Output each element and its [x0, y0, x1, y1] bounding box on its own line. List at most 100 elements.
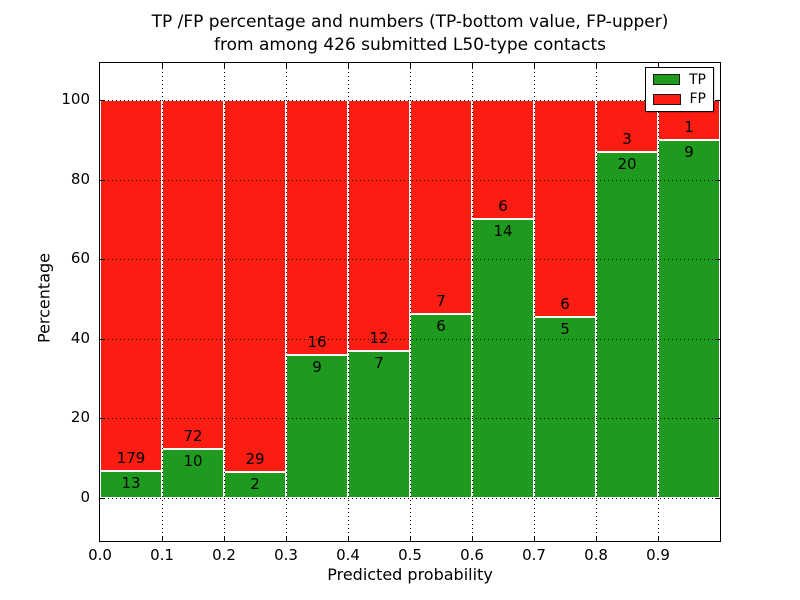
fp-count-label: 12 — [369, 329, 389, 348]
legend-item-fp: FP — [646, 92, 713, 106]
y-tick-right — [715, 338, 720, 340]
y-tick-left — [100, 498, 105, 499]
x-tick-bottom — [534, 536, 535, 541]
tp-bar-segment — [162, 449, 224, 498]
y-gridline — [100, 418, 720, 420]
x-tick-label: 0.8 — [584, 546, 608, 564]
tp-bar-segment — [658, 139, 720, 498]
x-axis-label: Predicted probability — [327, 565, 493, 584]
x-tick-top — [162, 63, 163, 68]
legend: TP FP — [645, 67, 714, 112]
y-tick-left — [100, 100, 105, 101]
tp-count-label: 20 — [617, 154, 637, 173]
fp-count-label: 7 — [436, 292, 446, 311]
x-tick-top — [534, 63, 535, 68]
x-tick-bottom — [162, 536, 163, 541]
y-tick-left — [100, 338, 105, 340]
tp-count-label: 2 — [250, 475, 260, 494]
tp-bar-segment — [472, 219, 534, 498]
y-tick-label: 60 — [70, 249, 90, 268]
tp-count-label: 14 — [493, 222, 513, 241]
x-tick-bottom — [658, 536, 659, 541]
legend-label-fp: FP — [689, 91, 707, 108]
tp-count-label: 13 — [121, 474, 141, 493]
fp-bar-segment — [410, 100, 472, 315]
fp-count-label: 72 — [183, 427, 203, 446]
x-tick-label: 0.7 — [522, 546, 546, 564]
legend-label-tp: TP — [689, 71, 706, 88]
y-tick-right — [715, 418, 720, 420]
x-tick-label: 0.0 — [88, 546, 112, 564]
tp-count-label: 10 — [183, 452, 203, 471]
chart-title: TP /FP percentage and numbers (TP-bottom… — [100, 11, 720, 57]
x-tick-top — [472, 63, 473, 68]
tp-count-label: 6 — [436, 317, 446, 336]
y-tick-right — [715, 259, 720, 261]
y-tick-left — [100, 259, 105, 261]
y-tick-label: 40 — [70, 328, 90, 347]
x-tick-label: 0.3 — [274, 546, 298, 564]
tp-bar-segment — [534, 317, 596, 498]
x-tick-label: 0.6 — [460, 546, 484, 564]
x-tick-top — [410, 63, 411, 68]
x-tick-label: 0.1 — [150, 546, 174, 564]
fp-count-label: 179 — [116, 449, 146, 468]
x-tick-label: 0.9 — [646, 546, 670, 564]
x-tick-bottom — [348, 536, 349, 541]
x-tick-top — [286, 63, 287, 68]
x-gridline — [596, 63, 597, 541]
plot-area: TP FP 179 13 72 10 29 2 16 9 12 7 7 6 6 14 6 5 3 20 1 9 — [99, 62, 721, 542]
fp-bar-segment — [224, 100, 286, 473]
x-gridline — [410, 63, 411, 541]
tp-count-label: 9 — [684, 142, 694, 161]
y-tick-label: 0 — [80, 488, 90, 506]
x-tick-top — [224, 63, 225, 68]
fp-count-label: 1 — [684, 117, 694, 136]
x-tick-top — [348, 63, 349, 68]
fp-bar-segment — [162, 100, 224, 450]
x-tick-bottom — [472, 536, 473, 541]
x-gridline — [348, 63, 349, 541]
y-tick-right — [715, 498, 720, 499]
fp-count-label: 29 — [245, 450, 265, 469]
fp-bar-segment — [100, 100, 162, 472]
x-gridline — [472, 63, 473, 541]
tp-bar-segment — [596, 151, 658, 498]
tp-count-label: 9 — [312, 357, 322, 376]
fp-bar-segment — [472, 100, 534, 220]
x-gridline — [224, 63, 225, 541]
x-tick-label: 0.4 — [336, 546, 360, 564]
y-gridline — [100, 100, 720, 101]
y-tick-label: 80 — [70, 169, 90, 188]
chart-title-line2: from among 426 submitted L50-type contac… — [214, 35, 606, 55]
x-gridline — [162, 63, 163, 541]
x-tick-bottom — [596, 536, 597, 541]
x-gridline — [534, 63, 535, 541]
tp-count-label: 7 — [374, 354, 384, 373]
x-tick-top — [658, 63, 659, 68]
x-tick-bottom — [410, 536, 411, 541]
x-tick-bottom — [286, 536, 287, 541]
x-tick-bottom — [224, 536, 225, 541]
y-tick-label: 100 — [61, 90, 90, 108]
tp-bar-segment — [348, 351, 410, 498]
x-tick-label: 0.2 — [212, 546, 236, 564]
tp-bar-segment — [286, 354, 348, 498]
fp-count-label: 6 — [498, 197, 508, 216]
y-tick-label: 20 — [70, 408, 90, 427]
tp-count-label: 5 — [560, 320, 570, 339]
fp-bar-segment — [286, 100, 348, 355]
x-gridline — [658, 63, 659, 541]
fp-count-label: 3 — [622, 129, 632, 148]
fp-count-label: 6 — [560, 295, 570, 314]
x-gridline — [286, 63, 287, 541]
x-tick-top — [596, 63, 597, 68]
legend-item-tp: TP — [646, 73, 713, 87]
y-tick-right — [715, 100, 720, 101]
y-tick-left — [100, 179, 105, 181]
fp-bar-segment — [534, 100, 596, 318]
y-gridline — [100, 179, 720, 181]
y-tick-left — [100, 418, 105, 420]
tp-bar-segment — [100, 471, 162, 498]
